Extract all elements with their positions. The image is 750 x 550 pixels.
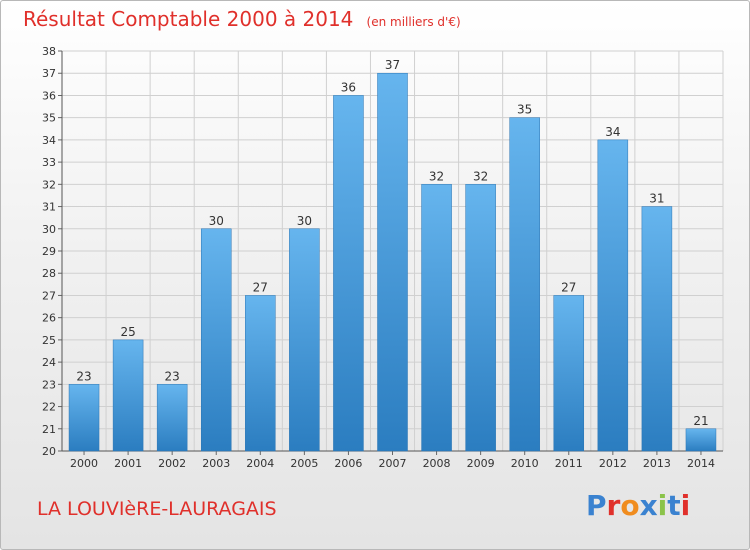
value-label-2003: 30 xyxy=(209,214,224,228)
value-label-2014: 21 xyxy=(693,414,708,428)
x-tick-label: 2014 xyxy=(687,457,715,470)
place-name: LA LOUVIèRE-LAURAGAIS xyxy=(37,498,277,520)
chart-title: Résultat Comptable 2000 à 2014 xyxy=(23,7,354,31)
bar-2002 xyxy=(156,384,188,452)
value-label-2010: 35 xyxy=(517,103,532,117)
y-tick-label: 20 xyxy=(42,445,56,458)
bar-2010 xyxy=(509,117,540,452)
y-tick-label: 28 xyxy=(42,267,56,280)
x-tick-label: 2009 xyxy=(467,457,495,470)
bar-2007 xyxy=(377,72,408,452)
bar-2004 xyxy=(245,295,276,452)
y-tick-label: 29 xyxy=(42,245,56,258)
x-tick-label: 2010 xyxy=(511,457,539,470)
y-tick-label: 30 xyxy=(42,223,56,236)
logo-letter: t xyxy=(667,489,681,522)
bar-2003 xyxy=(200,228,232,452)
y-tick-label: 37 xyxy=(42,67,56,80)
y-tick-label: 22 xyxy=(42,401,56,414)
logo-letter: i xyxy=(657,489,668,522)
bar-2011 xyxy=(553,295,585,452)
y-tick-label: 23 xyxy=(42,378,56,391)
x-tick-label: 2013 xyxy=(643,457,671,470)
chart-unit: (en milliers d'€) xyxy=(366,15,461,29)
logo-letter: o xyxy=(620,489,640,522)
x-tick-label: 2002 xyxy=(158,457,186,470)
bar-2008 xyxy=(421,184,452,452)
y-tick-label: 34 xyxy=(42,134,56,147)
x-tick-label: 2001 xyxy=(114,457,142,470)
bar-2014 xyxy=(685,428,717,452)
bar-2012 xyxy=(597,139,629,452)
labels: 23 25 23 30 27 30 36 37 32 32 35 27 34 31 21 xyxy=(76,58,708,428)
y-tick-label: 27 xyxy=(42,289,56,302)
bar-2001 xyxy=(112,339,144,452)
y-tick-label: 38 xyxy=(42,45,56,58)
value-label-2002: 23 xyxy=(165,369,180,383)
y-tick-label: 35 xyxy=(42,112,56,125)
x-tick-label: 2008 xyxy=(423,457,451,470)
y-tick-label: 33 xyxy=(42,156,56,169)
x-tick-label: 2004 xyxy=(246,457,274,470)
bar-2006 xyxy=(333,95,364,452)
x-tick-label: 2003 xyxy=(202,457,230,470)
bar-2005 xyxy=(289,228,320,452)
bar-2009 xyxy=(465,184,496,452)
proxiti-logo: Proxiti xyxy=(586,489,690,522)
x-tick-label: 2005 xyxy=(290,457,318,470)
y-tick-label: 25 xyxy=(42,334,56,347)
bar-2000 xyxy=(68,384,100,452)
y-tick-label: 32 xyxy=(42,178,56,191)
y-tick-label: 31 xyxy=(42,201,56,214)
value-label-2005: 30 xyxy=(297,214,312,228)
logo-letter: i xyxy=(680,489,691,522)
y-tick-label: 36 xyxy=(42,89,56,102)
x-tick-label: 2006 xyxy=(334,457,362,470)
value-label-2009: 32 xyxy=(473,169,488,183)
x-tick-label: 2012 xyxy=(599,457,627,470)
value-label-2001: 25 xyxy=(120,325,135,339)
chart-header: Résultat Comptable 2000 à 2014 (en milli… xyxy=(23,7,461,31)
y-tick-label: 24 xyxy=(42,356,56,369)
x-tick-label: 2011 xyxy=(555,457,583,470)
value-label-2013: 31 xyxy=(649,192,664,206)
y-tick-label: 21 xyxy=(42,423,56,436)
value-label-2004: 27 xyxy=(253,280,268,294)
logo-letter: x xyxy=(639,489,658,522)
bars xyxy=(68,72,717,452)
value-label-2000: 23 xyxy=(76,369,91,383)
value-label-2011: 27 xyxy=(561,280,576,294)
value-label-2012: 34 xyxy=(605,125,620,139)
x-tick-label: 2000 xyxy=(70,457,98,470)
x-tick-label: 2007 xyxy=(379,457,407,470)
logo-letter: r xyxy=(606,489,621,522)
y-tick-label: 26 xyxy=(42,312,56,325)
bar-2013 xyxy=(641,206,673,452)
logo-letter: P xyxy=(586,489,607,522)
value-label-2008: 32 xyxy=(429,169,444,183)
value-label-2007: 37 xyxy=(385,58,400,72)
value-label-2006: 36 xyxy=(341,80,356,94)
